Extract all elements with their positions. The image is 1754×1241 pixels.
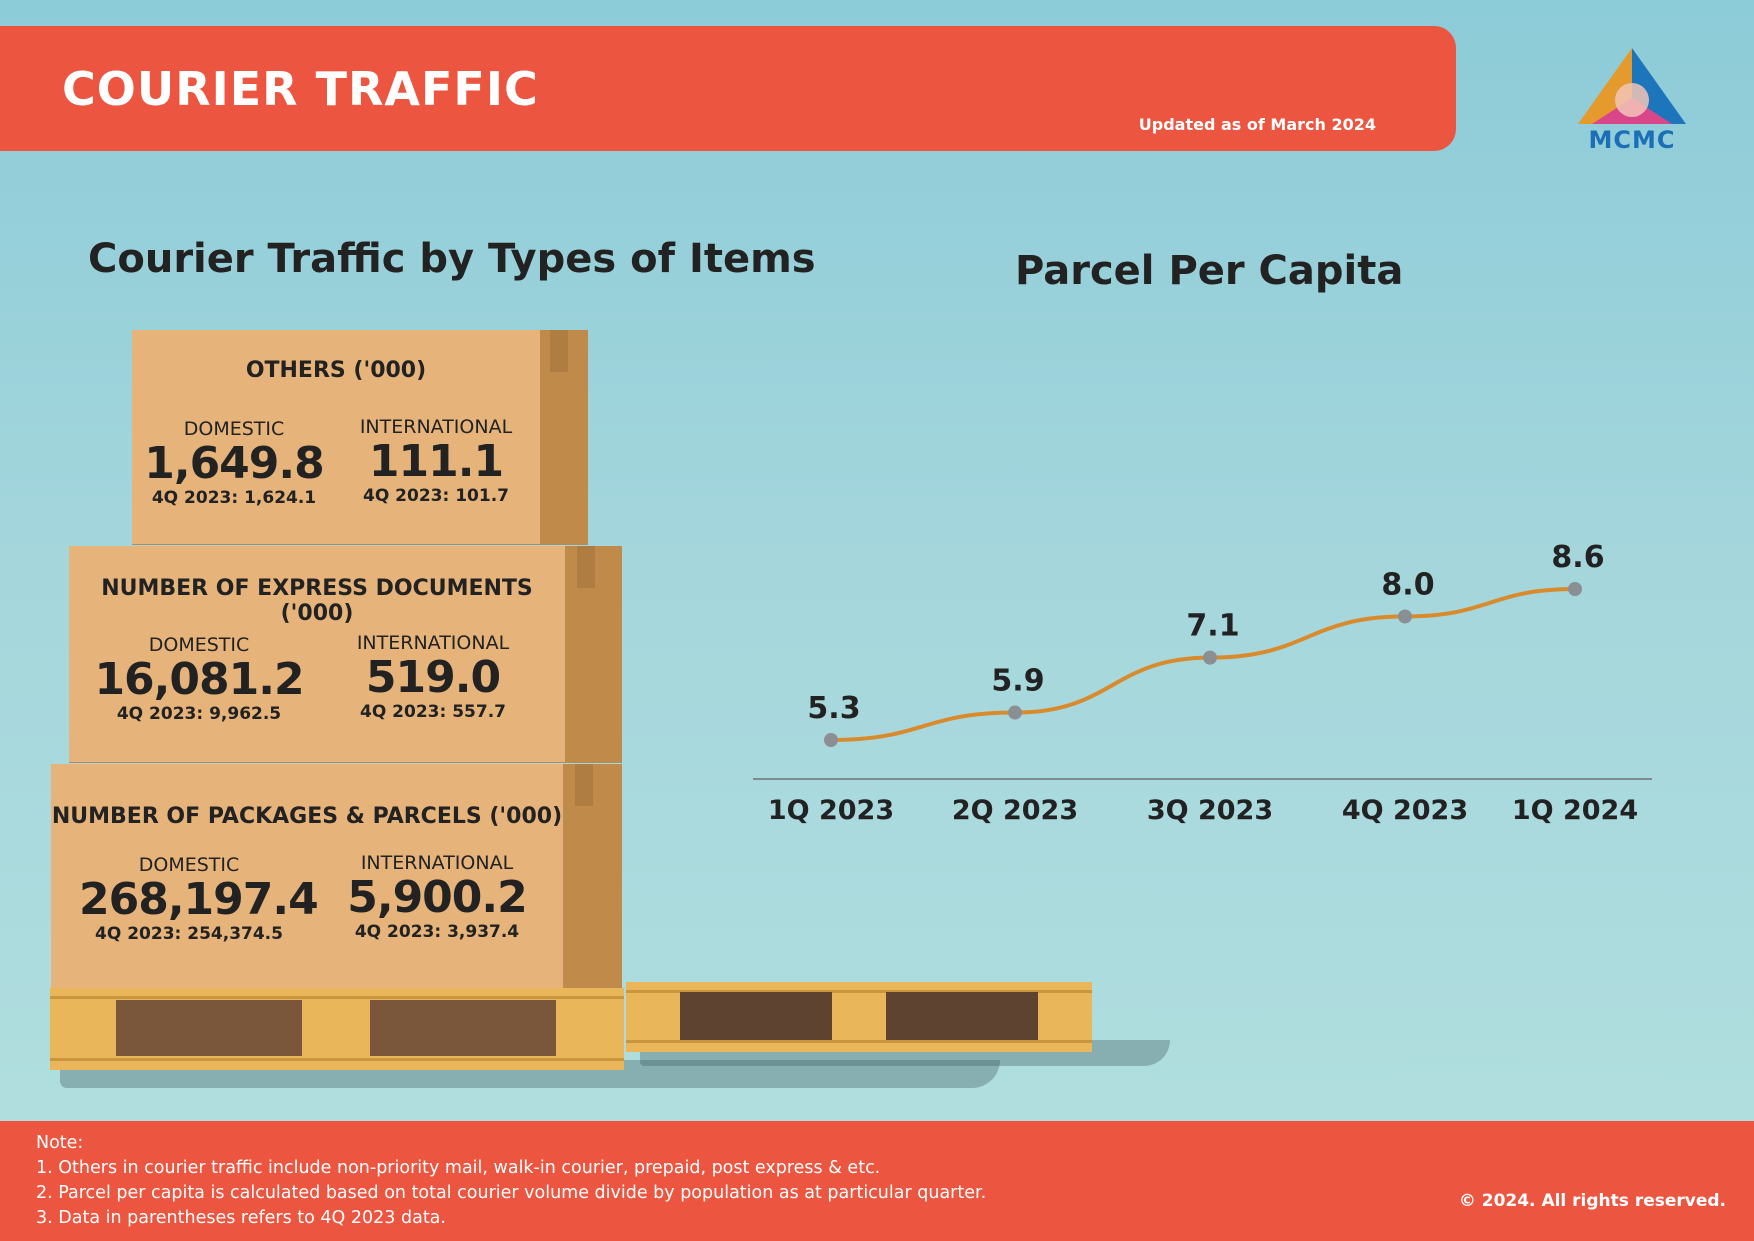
x-tick-label: 1Q 2024 bbox=[1512, 795, 1638, 826]
metric-value: 5,900.2 bbox=[347, 872, 528, 923]
box-title: NUMBER OF EXPRESS DOCUMENTS ('000) bbox=[101, 576, 533, 626]
data-point bbox=[1203, 650, 1217, 665]
updated-date: Updated as of March 2024 bbox=[1138, 115, 1376, 134]
metric-label: INTERNATIONAL bbox=[360, 852, 514, 874]
chart-title: Parcel Per Capita bbox=[1015, 248, 1404, 294]
metric-previous: 4Q 2023: 557.7 bbox=[359, 702, 506, 722]
box-title: NUMBER OF PACKAGES & PARCELS ('000) bbox=[51, 804, 563, 829]
metric-previous: 4Q 2023: 101.7 bbox=[362, 486, 509, 506]
footer: Note: 1. Others in courier traffic inclu… bbox=[0, 1121, 1754, 1241]
pallet-gap bbox=[370, 1000, 556, 1056]
box-packages-parcels: NUMBER OF PACKAGES & PARCELS ('000) DOME… bbox=[51, 764, 622, 988]
data-label: 5.3 bbox=[807, 691, 860, 726]
footer-notes: Note: 1. Others in courier traffic inclu… bbox=[36, 1131, 986, 1231]
pallet-gap bbox=[116, 1000, 302, 1056]
data-label: 8.0 bbox=[1381, 567, 1434, 602]
metric-value: 519.0 bbox=[365, 652, 501, 703]
pallet-right bbox=[626, 982, 1092, 1052]
mcmc-logo: MCMC bbox=[1570, 46, 1694, 154]
x-tick-label: 2Q 2023 bbox=[952, 795, 1078, 826]
metric-previous: 4Q 2023: 1,624.1 bbox=[151, 488, 317, 508]
metric-previous: 4Q 2023: 254,374.5 bbox=[95, 924, 283, 944]
note-2: 2. Parcel per capita is calculated based… bbox=[36, 1183, 987, 1203]
metric-label: INTERNATIONAL bbox=[356, 632, 510, 654]
x-tick-label: 4Q 2023 bbox=[1342, 795, 1468, 826]
data-point bbox=[824, 733, 838, 747]
metric-domestic: DOMESTIC 268,197.4 4Q 2023: 254,374.5 bbox=[79, 854, 319, 944]
logo-triangle-icon bbox=[1578, 48, 1686, 124]
data-point bbox=[1568, 582, 1582, 596]
metric-label: DOMESTIC bbox=[138, 854, 240, 876]
metric-international: INTERNATIONAL 111.1 4Q 2023: 101.7 bbox=[326, 416, 546, 506]
x-tick-label: 1Q 2023 bbox=[768, 795, 894, 826]
box-others: OTHERS ('000) DOMESTIC 1,649.8 4Q 2023: … bbox=[132, 330, 588, 544]
metric-international: INTERNATIONAL 519.0 4Q 2023: 557.7 bbox=[323, 632, 543, 722]
metric-previous: 4Q 2023: 9,962.5 bbox=[116, 704, 282, 724]
note-heading: Note: bbox=[36, 1133, 84, 1153]
logo-text: MCMC bbox=[1588, 126, 1676, 154]
note-1: 1. Others in courier traffic include non… bbox=[36, 1158, 881, 1178]
copyright: © 2024. All rights reserved. bbox=[1458, 1191, 1726, 1211]
pallet-left bbox=[50, 988, 624, 1070]
box-title: OTHERS ('000) bbox=[245, 358, 427, 383]
box-tape bbox=[575, 764, 593, 806]
metric-previous: 4Q 2023: 3,937.4 bbox=[354, 922, 520, 942]
metric-label: DOMESTIC bbox=[183, 418, 285, 440]
metric-value: 111.1 bbox=[368, 436, 504, 487]
metric-international: INTERNATIONAL 5,900.2 4Q 2023: 3,937.4 bbox=[327, 852, 547, 942]
metric-label: INTERNATIONAL bbox=[359, 416, 513, 438]
header-bar: COURIER TRAFFIC Updated as of March 2024 bbox=[0, 26, 1456, 151]
parcel-per-capita-line-chart: 5.3 1Q 2023 5.9 2Q 2023 7.1 3Q 2023 8.0 4Q 2023… bbox=[753, 540, 1652, 826]
metric-label: DOMESTIC bbox=[148, 634, 250, 656]
data-label: 5.9 bbox=[991, 664, 1044, 699]
data-point bbox=[1398, 609, 1412, 624]
metric-domestic: DOMESTIC 16,081.2 4Q 2023: 9,962.5 bbox=[89, 634, 309, 724]
page-title: COURIER TRAFFIC bbox=[62, 62, 539, 116]
box-tape bbox=[550, 330, 568, 372]
box-tape bbox=[577, 546, 595, 588]
note-3: 3. Data in parentheses refers to 4Q 2023… bbox=[36, 1208, 446, 1228]
pallet-gap bbox=[886, 992, 1038, 1040]
metric-domestic: DOMESTIC 1,649.8 4Q 2023: 1,624.1 bbox=[124, 418, 344, 508]
box-express-documents: NUMBER OF EXPRESS DOCUMENTS ('000) DOMES… bbox=[69, 546, 622, 762]
metric-value: 1,649.8 bbox=[144, 438, 325, 489]
section-title-types: Courier Traffic by Types of Items bbox=[88, 236, 816, 282]
data-label: 7.1 bbox=[1186, 609, 1239, 644]
x-tick-label: 3Q 2023 bbox=[1147, 795, 1273, 826]
pallet-gap bbox=[680, 992, 832, 1040]
metric-value: 268,197.4 bbox=[79, 874, 319, 925]
metric-value: 16,081.2 bbox=[94, 654, 304, 705]
data-label: 8.6 bbox=[1551, 540, 1604, 575]
data-point bbox=[1008, 705, 1022, 720]
